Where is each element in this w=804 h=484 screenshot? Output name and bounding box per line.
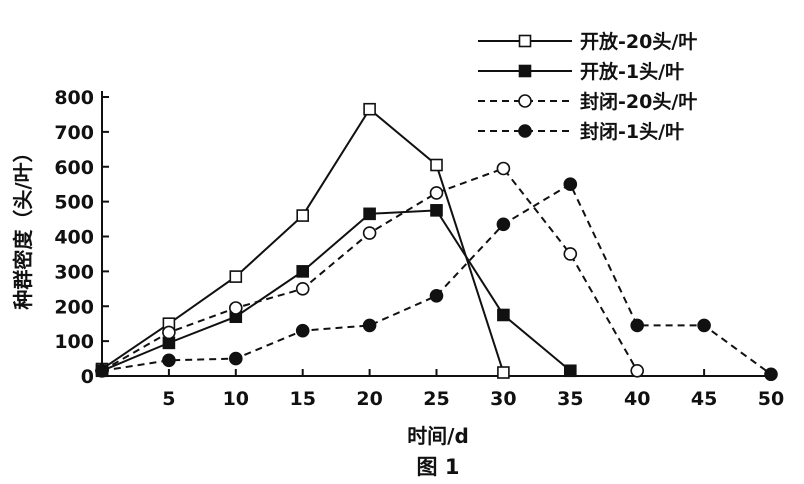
data-point bbox=[95, 363, 109, 378]
data-point bbox=[162, 353, 176, 368]
data-point bbox=[496, 161, 511, 176]
series-3 bbox=[95, 161, 645, 378]
figure-caption: 图 1 bbox=[417, 455, 460, 479]
legend-entry: 开放-1头/叶 bbox=[478, 60, 684, 83]
data-point bbox=[430, 158, 443, 172]
legend-label: 开放-1头/叶 bbox=[580, 60, 684, 83]
x-tick-label: 40 bbox=[624, 388, 650, 410]
x-tick-label: 45 bbox=[691, 388, 717, 410]
data-point bbox=[429, 288, 444, 303]
data-point bbox=[229, 301, 243, 315]
data-point bbox=[430, 204, 443, 217]
data-point bbox=[363, 102, 376, 116]
legend: 开放-20头/叶开放-1头/叶封闭-20头/叶封闭-1头/叶 bbox=[478, 30, 697, 143]
legend-marker bbox=[518, 94, 532, 108]
data-point bbox=[362, 226, 377, 240]
x-axis-title: 时间/d bbox=[407, 424, 469, 448]
series-2 bbox=[95, 204, 577, 378]
data-point bbox=[497, 308, 510, 322]
y-tick-label: 600 bbox=[54, 157, 94, 179]
legend-entry: 封闭-1头/叶 bbox=[478, 120, 684, 143]
data-point bbox=[497, 366, 510, 379]
legend-marker bbox=[518, 64, 532, 78]
legend-entry: 封闭-20头/叶 bbox=[478, 90, 697, 113]
series-line bbox=[101, 167, 639, 372]
data-point bbox=[630, 363, 645, 378]
y-tick-label: 400 bbox=[54, 227, 94, 249]
data-point bbox=[295, 323, 310, 338]
data-point bbox=[229, 351, 243, 366]
y-tick-label: 0 bbox=[81, 366, 94, 388]
data-point bbox=[363, 207, 376, 221]
data-point bbox=[563, 177, 578, 191]
data-point bbox=[496, 217, 511, 232]
x-tick-label: 10 bbox=[223, 388, 249, 410]
data-point bbox=[296, 209, 310, 222]
data-point bbox=[630, 318, 645, 333]
x-tick-label: 50 bbox=[758, 388, 784, 410]
x-tick-label: 25 bbox=[423, 388, 449, 410]
legend-label: 开放-20头/叶 bbox=[580, 30, 697, 53]
x-tick-label: 35 bbox=[557, 388, 583, 410]
series-line bbox=[101, 182, 772, 376]
legend-marker bbox=[518, 34, 532, 48]
y-tick-label: 200 bbox=[54, 296, 94, 318]
data-point bbox=[563, 247, 578, 261]
series-layer bbox=[95, 102, 778, 382]
x-tick-label: 20 bbox=[356, 388, 382, 410]
y-axis-title: 种群密度（头/叶） bbox=[11, 142, 35, 310]
data-point bbox=[697, 318, 711, 333]
data-point bbox=[295, 282, 310, 296]
y-tick-label: 300 bbox=[54, 261, 94, 283]
data-point bbox=[362, 318, 377, 333]
data-point bbox=[162, 325, 176, 340]
data-point bbox=[296, 265, 310, 278]
data-point bbox=[764, 367, 778, 382]
x-tick-label: 30 bbox=[490, 388, 516, 410]
y-tick-label: 700 bbox=[54, 122, 94, 144]
x-tick-label: 5 bbox=[162, 388, 175, 410]
legend-marker bbox=[518, 124, 532, 138]
legend-label: 封闭-20头/叶 bbox=[580, 90, 697, 113]
y-tick-label: 100 bbox=[54, 331, 94, 353]
x-tick-label: 15 bbox=[289, 388, 315, 410]
y-tick-label: 800 bbox=[54, 87, 94, 109]
series-line bbox=[101, 209, 571, 372]
y-tick-label: 500 bbox=[54, 192, 94, 214]
axes: 0 100 200 300 400 500 600 700 800 5 10 15 20 25 30 35 40… bbox=[54, 87, 784, 410]
legend-entry: 开放-20头/叶 bbox=[478, 30, 697, 53]
series-4 bbox=[95, 177, 778, 382]
data-point bbox=[429, 186, 444, 200]
legend-label: 封闭-1头/叶 bbox=[580, 120, 684, 143]
data-point bbox=[563, 364, 577, 378]
data-point bbox=[229, 270, 243, 283]
